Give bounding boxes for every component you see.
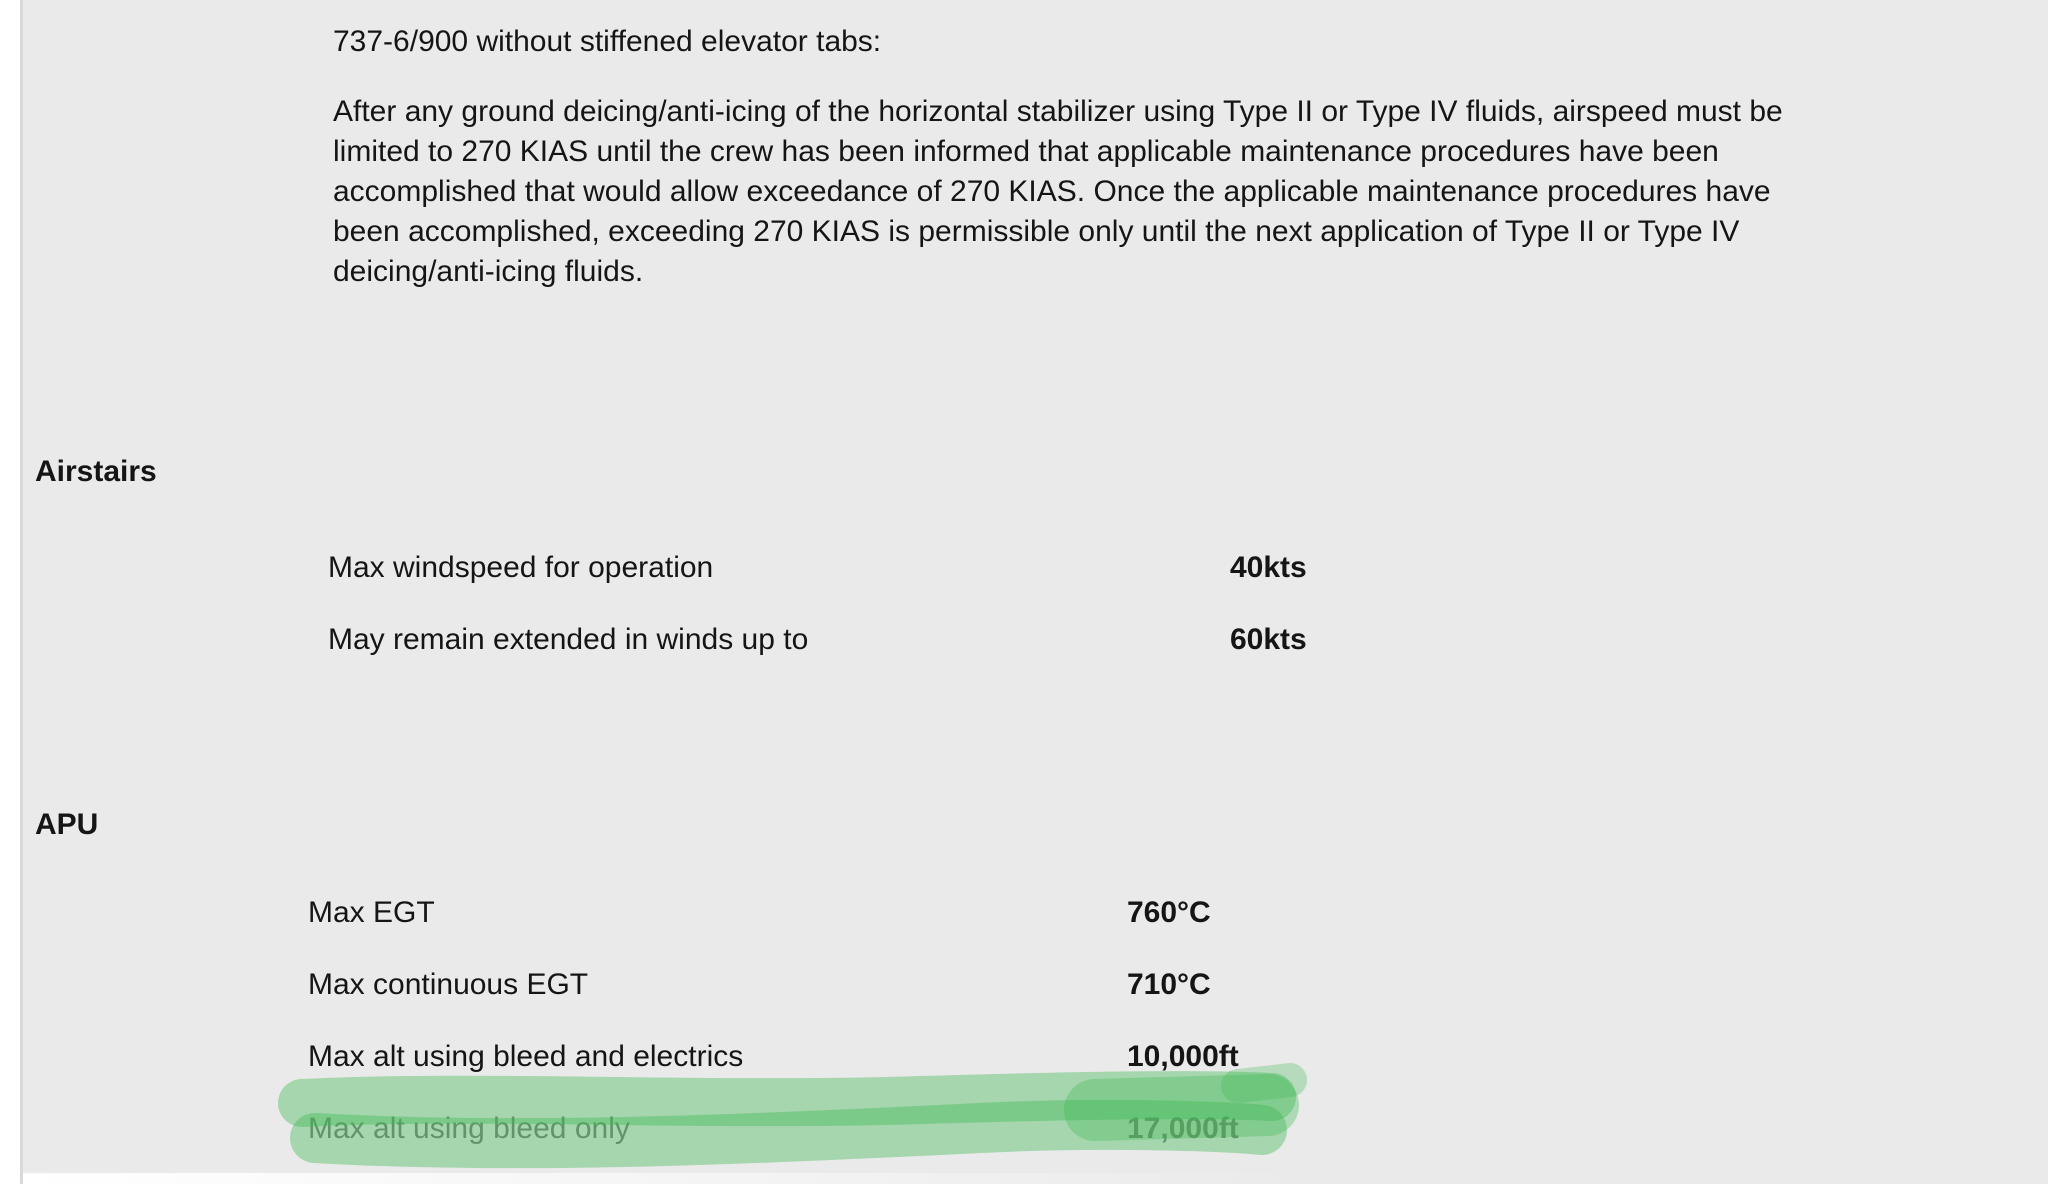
row-value: 17,000ft [1127,1112,1239,1145]
row-value: 60kts [1230,623,1307,656]
row-label: Max EGT [308,896,435,929]
row-value: 760°C [1127,896,1211,929]
page-bottom-edge [23,1173,1313,1184]
section-heading-airstairs: Airstairs [35,455,157,488]
row-label: Max alt using bleed only [308,1112,630,1145]
limit-row: Max continuous EGT 710°C [0,968,2048,1008]
row-value: 710°C [1127,968,1211,1001]
intro-heading: 737-6/900 without stiffened elevator tab… [333,25,882,58]
paragraph-line: been accomplished, exceeding 270 KIAS is… [333,215,1740,248]
paragraph-line: deicing/anti-icing fluids. [333,255,644,288]
row-label: Max continuous EGT [308,968,589,1001]
paragraph-line: After any ground deicing/anti-icing of t… [333,95,1783,128]
limit-row-highlighted: Max alt using bleed only 17,000ft [0,1112,2048,1152]
row-label: Max alt using bleed and electrics [308,1040,744,1073]
paragraph-line: limited to 270 KIAS until the crew has b… [333,135,1719,168]
limit-row: Max windspeed for operation 40kts [0,551,2048,591]
limit-row: Max alt using bleed and electrics 10,000… [0,1040,2048,1080]
row-label: Max windspeed for operation [328,551,714,584]
page-left-margin [0,0,23,1184]
limit-row: May remain extended in winds up to 60kts [0,623,2048,663]
paragraph-line: accomplished that would allow exceedance… [333,175,1771,208]
limit-row: Max EGT 760°C [0,896,2048,936]
row-label: May remain extended in winds up to [328,623,809,656]
row-value: 40kts [1230,551,1307,584]
intro-paragraph: After any ground deicing/anti-icing of t… [333,92,1783,292]
section-heading-apu: APU [35,808,99,841]
row-value: 10,000ft [1127,1040,1239,1073]
